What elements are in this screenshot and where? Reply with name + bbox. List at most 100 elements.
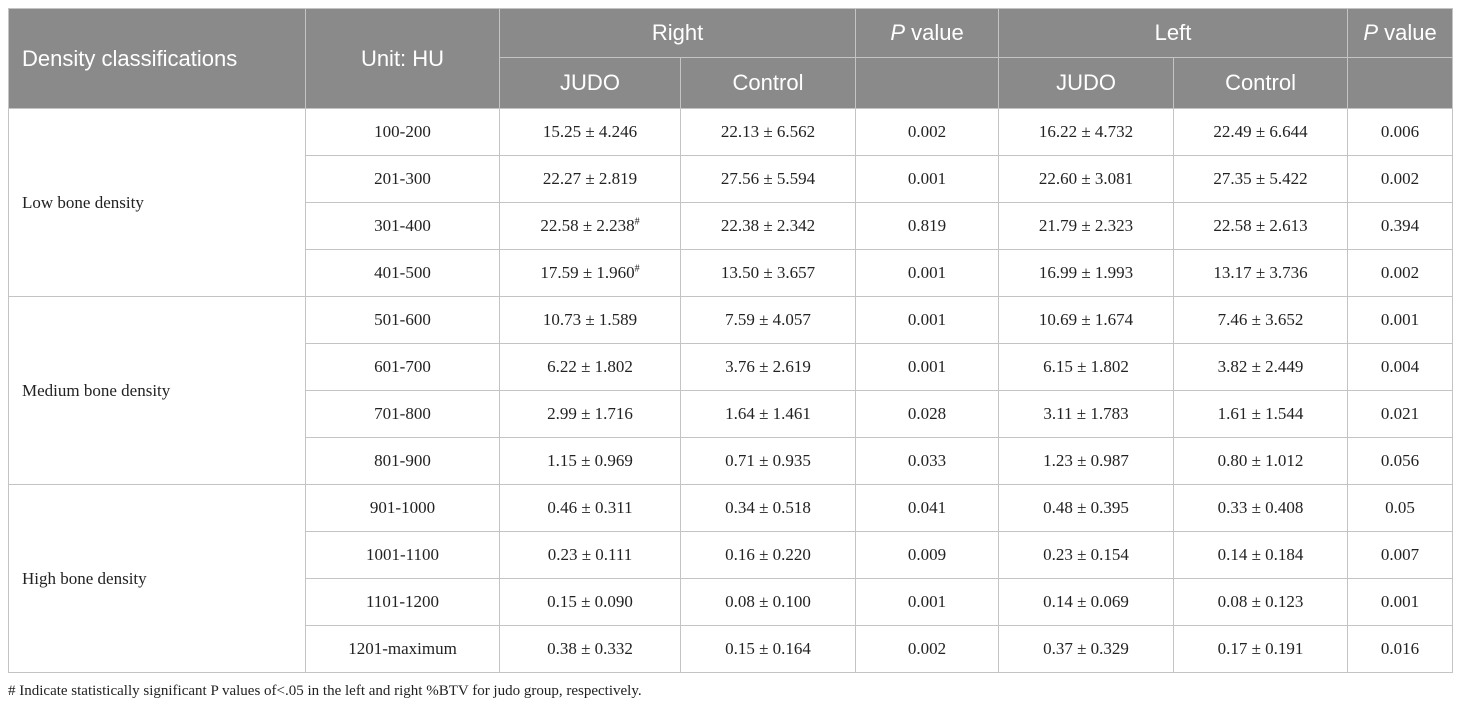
cell: 27.35 ± 5.422 [1173,155,1349,203]
cell: 0.71 ± 0.935 [679,437,857,485]
cell: 0.33 ± 0.408 [1173,484,1349,532]
cell: 0.004 [1347,343,1454,391]
cell: 0.007 [1347,531,1454,579]
body-row: 701-800 2.99 ± 1.716 1.64 ± 1.461 0.028 3.11… [9,390,1454,438]
cell: 0.001 [855,249,1000,297]
cell: 0.041 [855,484,1000,532]
cell: 7.46 ± 3.652 [1173,296,1349,344]
cell: 6.22 ± 1.802 [499,343,681,391]
cell: 0.23 ± 0.154 [998,531,1175,579]
cell: 301-400 [305,202,500,250]
cell: 0.002 [1347,155,1454,203]
cell: 1.15 ± 0.969 [499,437,681,485]
cell: 0.001 [855,343,1000,391]
cell: 0.14 ± 0.184 [1173,531,1349,579]
cell: 401-500 [305,249,500,297]
cell: 801-900 [305,437,500,485]
header-cell: P value [1347,8,1454,58]
data-table: Density classifications Unit: HU Right P va… [8,8,1454,673]
body-row: 1001-1100 0.23 ± 0.111 0.16 ± 0.220 0.009 0.… [9,531,1454,579]
cell: 0.028 [855,390,1000,438]
cell: 10.69 ± 1.674 [998,296,1175,344]
cell: 201-300 [305,155,500,203]
cell: 22.13 ± 6.562 [679,108,857,156]
header-cell: Left [998,8,1349,58]
cell: 0.80 ± 1.012 [1173,437,1349,485]
cell: 901-1000 [305,484,500,532]
group-label: Medium bone density [8,296,306,485]
header-cell [855,57,1000,109]
cell: 1.23 ± 0.987 [998,437,1175,485]
cell: 0.002 [1347,249,1454,297]
cell: 100-200 [305,108,500,156]
cell: 0.056 [1347,437,1454,485]
cell: 27.56 ± 5.594 [679,155,857,203]
cell: 0.001 [1347,296,1454,344]
cell: 1101-1200 [305,578,500,626]
cell: 22.27 ± 2.819 [499,155,681,203]
group-label: Low bone density [8,108,306,297]
cell: 0.23 ± 0.111 [499,531,681,579]
cell: 1001-1100 [305,531,500,579]
cell: 0.021 [1347,390,1454,438]
cell: 0.006 [1347,108,1454,156]
cell: 501-600 [305,296,500,344]
cell: 13.50 ± 3.657 [679,249,857,297]
cell: 0.016 [1347,625,1454,673]
cell: 22.60 ± 3.081 [998,155,1175,203]
cell: 0.14 ± 0.069 [998,578,1175,626]
cell: 0.08 ± 0.100 [679,578,857,626]
header-cell: Unit: HU [305,8,500,109]
header-row: Density classifications Unit: HU Right P va… [8,8,1454,109]
cell: 0.002 [855,625,1000,673]
body-row: 1201-maximum 0.38 ± 0.332 0.15 ± 0.164 0.00… [9,625,1454,673]
header-cell: JUDO [998,57,1175,109]
header-cell: Control [679,57,857,109]
cell: 22.58 ± 2.238# [499,202,681,250]
cell: 13.17 ± 3.736 [1173,249,1349,297]
header-cell: Right [498,8,857,58]
cell: 0.38 ± 0.332 [499,625,681,673]
cell: 17.59 ± 1.960# [499,249,681,297]
header-cell: Control [1173,57,1349,109]
cell: 22.49 ± 6.644 [1173,108,1349,156]
cell: 0.002 [855,108,1000,156]
body-row: High bone density 901-1000 0.46 ± 0.311 0.3… [8,484,1454,673]
body-row: 801-900 1.15 ± 0.969 0.71 ± 0.935 0.033 1.23… [9,437,1454,485]
cell: 2.99 ± 1.716 [499,390,681,438]
cell: 0.34 ± 0.518 [679,484,857,532]
table-header: Density classifications Unit: HU Right P va… [8,8,1454,109]
cell: 0.46 ± 0.311 [499,484,681,532]
cell: 0.17 ± 0.191 [1173,625,1349,673]
cell: 0.08 ± 0.123 [1173,578,1349,626]
superscript: # [634,263,640,275]
cell: 1201-maximum [305,625,500,673]
cell: 0.394 [1347,202,1454,250]
cell: 0.16 ± 0.220 [679,531,857,579]
italic-text: P [1363,20,1379,45]
cell: 16.22 ± 4.732 [998,108,1175,156]
body-row: 201-300 22.27 ± 2.819 27.56 ± 5.594 0.001 22… [9,155,1454,203]
body-row: 601-700 6.22 ± 1.802 3.76 ± 2.619 0.001 6.15… [9,343,1454,391]
italic-text: P [890,20,905,45]
cell: 3.11 ± 1.783 [998,390,1175,438]
cell: 701-800 [305,390,500,438]
cell: 0.001 [855,155,1000,203]
cell: 15.25 ± 4.246 [499,108,681,156]
cell: 0.15 ± 0.164 [679,625,857,673]
body-row: 1101-1200 0.15 ± 0.090 0.08 ± 0.100 0.001 0.… [9,578,1454,626]
cell: 21.79 ± 2.323 [998,202,1175,250]
table-body: Low bone density 100-200 15.25 ± 4.246 22.1… [8,108,1454,673]
table-wrap: Density classifications Unit: HU Right P va… [8,8,1454,673]
group-label: High bone density [8,484,306,673]
cell: 0.001 [1347,578,1454,626]
cell: 7.59 ± 4.057 [679,296,857,344]
body-row: Medium bone density 501-600 10.73 ± 1.589 7… [8,296,1454,485]
cell: 0.819 [855,202,1000,250]
header-row: JUDO Control JUDO Control [9,57,1454,109]
cell: 0.033 [855,437,1000,485]
cell: 0.05 [1347,484,1454,532]
header-cell: P value [855,8,1000,58]
cell: 22.38 ± 2.342 [679,202,857,250]
